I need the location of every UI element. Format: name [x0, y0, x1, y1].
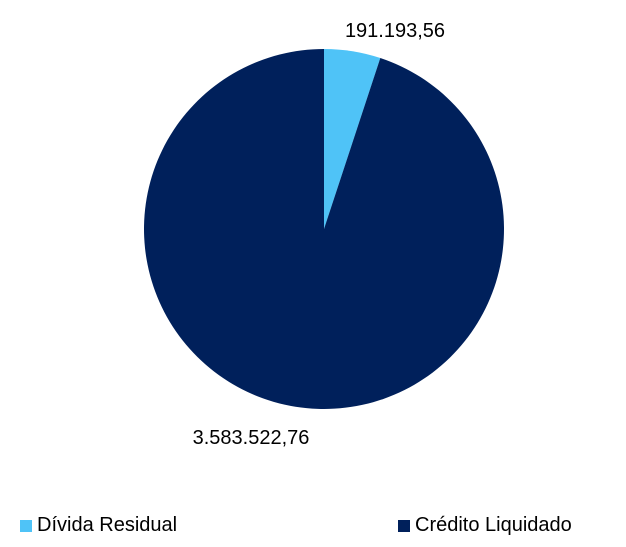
- legend: Dívida Residual Crédito Liquidado: [0, 514, 626, 544]
- pie-slice-credito-liquidado: [144, 49, 505, 409]
- pie-slice-divida-residual: [324, 49, 381, 229]
- data-label-credito-liquidado: 3.583.522,76: [193, 427, 310, 449]
- data-label-divida-residual: 191.193,56: [345, 20, 445, 42]
- legend-label-credito-liquidado: Crédito Liquidado: [415, 514, 572, 536]
- legend-swatch-credito-liquidado: [398, 519, 410, 532]
- legend-item-divida-residual: Dívida Residual: [20, 514, 177, 537]
- legend-label-divida-residual: Dívida Residual: [37, 514, 178, 536]
- legend-item-credito-liquidado: Crédito Liquidado: [398, 514, 572, 537]
- legend-swatch-divida-residual: [20, 519, 32, 532]
- pie-slices: [144, 49, 505, 409]
